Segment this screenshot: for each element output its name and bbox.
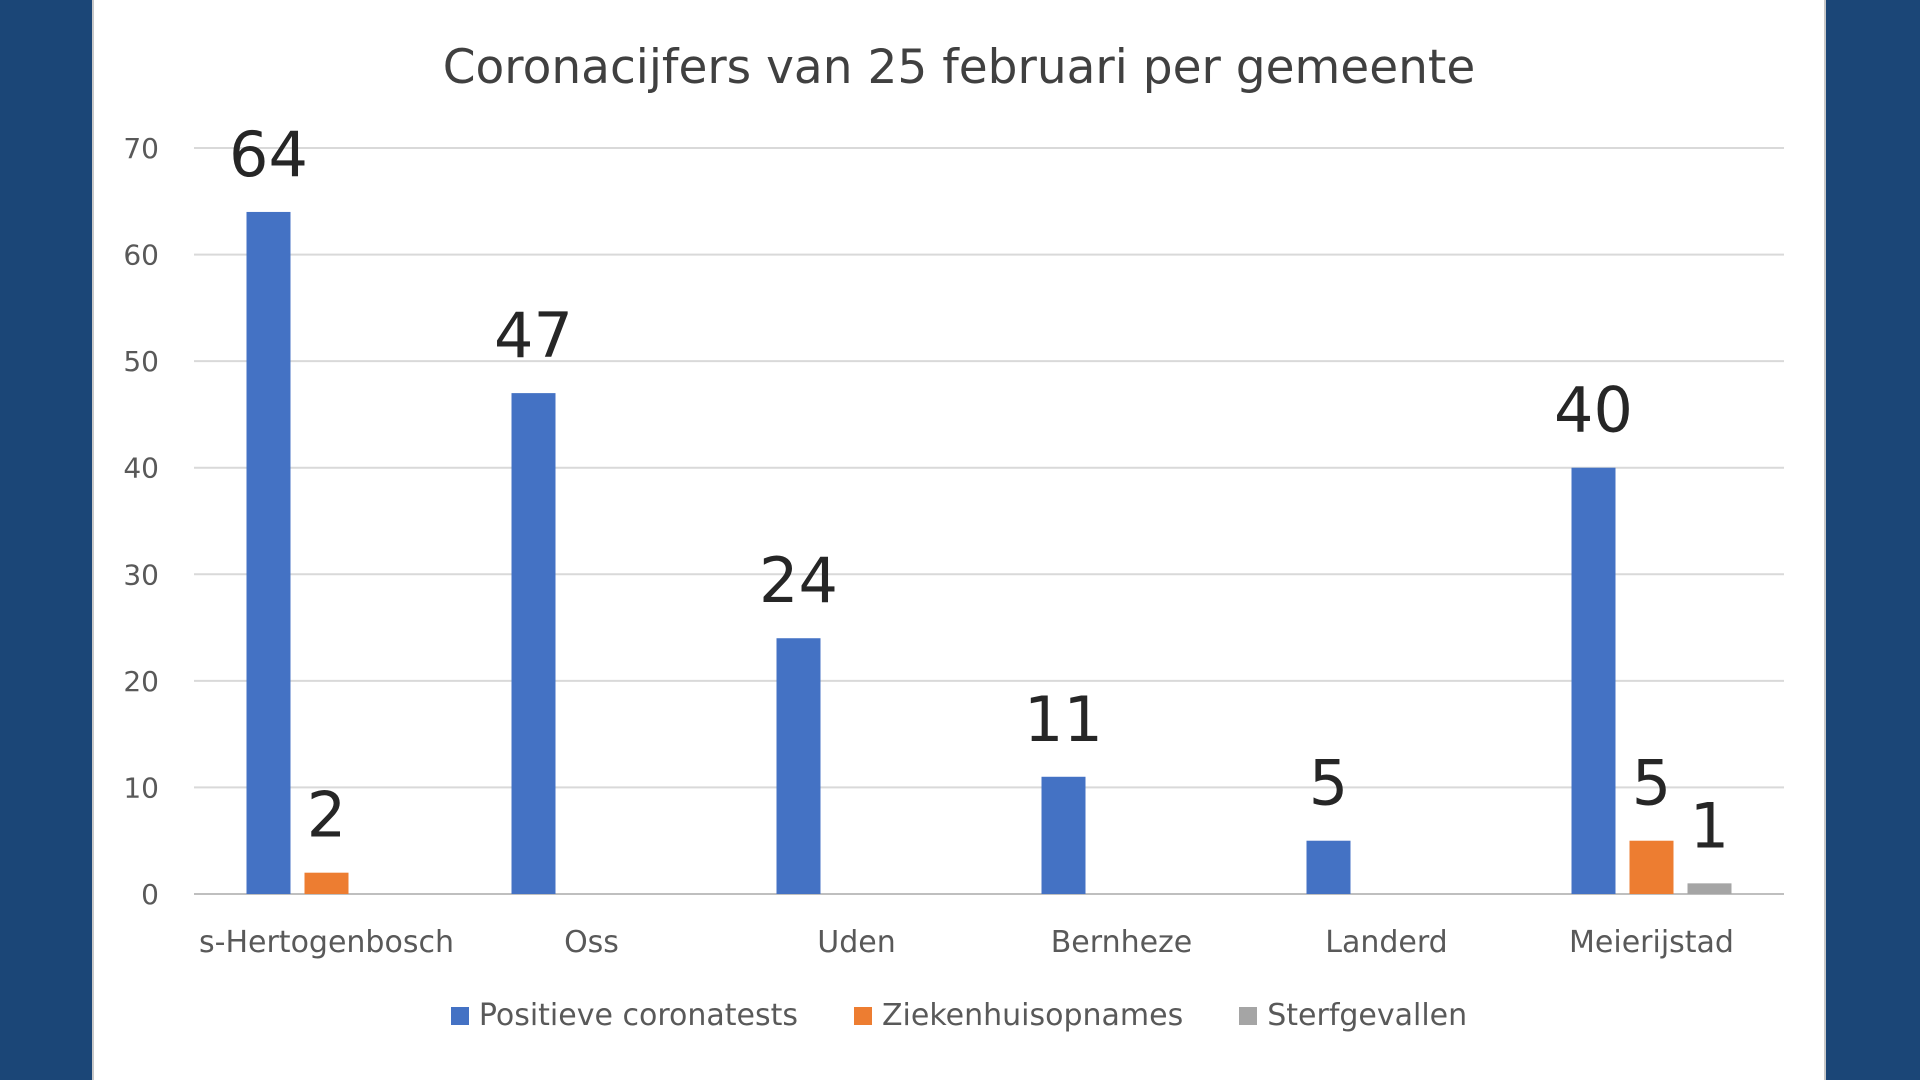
chart-card: Coronacijfers van 25 februari per gemeen…	[92, 0, 1826, 1080]
y-tick-label-70: 70	[123, 132, 159, 165]
x-tick-label-4: Landerd	[1325, 925, 1447, 960]
legend-item-sterfgevallen: Sterfgevallen	[1239, 998, 1467, 1033]
legend-label-positieve-coronatests: Positieve coronatests	[478, 998, 798, 1033]
legend-item-ziekenhuisopnames: Ziekenhuisopnames	[854, 998, 1183, 1033]
data-label-positieve-coronatests-5: 40	[1554, 374, 1633, 447]
bar-ziekenhuisopnames-0	[304, 872, 349, 894]
data-label-ziekenhuisopnames-5: 5	[1632, 747, 1671, 820]
legend-swatch-positieve-coronatests	[450, 1006, 469, 1025]
x-tick-label-2: Uden	[817, 925, 895, 960]
bar-positieve-coronatests-1	[511, 393, 556, 894]
data-label-positieve-coronatests-2: 24	[759, 544, 838, 617]
y-tick-label-20: 20	[123, 665, 159, 698]
y-tick-label-60: 60	[123, 239, 159, 272]
legend-item-positieve-coronatests: Positieve coronatests	[450, 998, 798, 1033]
x-tick-label-0: s-Hertogenbosch	[199, 925, 454, 960]
legend-swatch-ziekenhuisopnames	[854, 1006, 872, 1025]
data-label-positieve-coronatests-1: 47	[494, 299, 573, 372]
data-label-positieve-coronatests-0: 64	[229, 118, 308, 191]
y-tick-label-30: 30	[123, 558, 159, 591]
legend-label-ziekenhuisopnames: Ziekenhuisopnames	[882, 998, 1184, 1033]
data-label-sterfgevallen-5: 1	[1690, 789, 1729, 862]
data-label-ziekenhuisopnames-0: 2	[307, 779, 346, 852]
legend-swatch-sterfgevallen	[1239, 1006, 1258, 1025]
chart-title: Coronacijfers van 25 februari per gemeen…	[442, 40, 1476, 95]
bar-ziekenhuisopnames-5	[1629, 840, 1674, 894]
bar-chart: 0 10 20 30 40 50 60 70 64 2 s-Hertogenbosch 47 Oss 24…	[123, 118, 1784, 960]
bar-positieve-coronatests-3	[1041, 776, 1086, 894]
y-tick-label-50: 50	[123, 345, 159, 378]
bar-sterfgevallen-5	[1687, 883, 1732, 894]
bar-positieve-coronatests-0	[246, 211, 291, 894]
data-label-positieve-coronatests-4: 5	[1309, 747, 1348, 820]
bar-positieve-coronatests-4	[1306, 840, 1351, 894]
data-label-positieve-coronatests-3: 11	[1024, 683, 1103, 756]
bar-positieve-coronatests-5	[1571, 467, 1616, 894]
legend-label-sterfgevallen: Sterfgevallen	[1267, 998, 1468, 1033]
x-tick-label-3: Bernheze	[1051, 925, 1193, 960]
y-tick-label-10: 10	[123, 771, 159, 804]
legend: Positieve coronatests Ziekenhuisopnames …	[94, 998, 1824, 1033]
bar-positieve-coronatests-2	[776, 638, 821, 894]
y-tick-label-40: 40	[123, 452, 159, 485]
y-tick-label-0: 0	[141, 878, 159, 911]
x-tick-label-1: Oss	[564, 925, 619, 960]
x-tick-label-5: Meierijstad	[1569, 925, 1734, 960]
